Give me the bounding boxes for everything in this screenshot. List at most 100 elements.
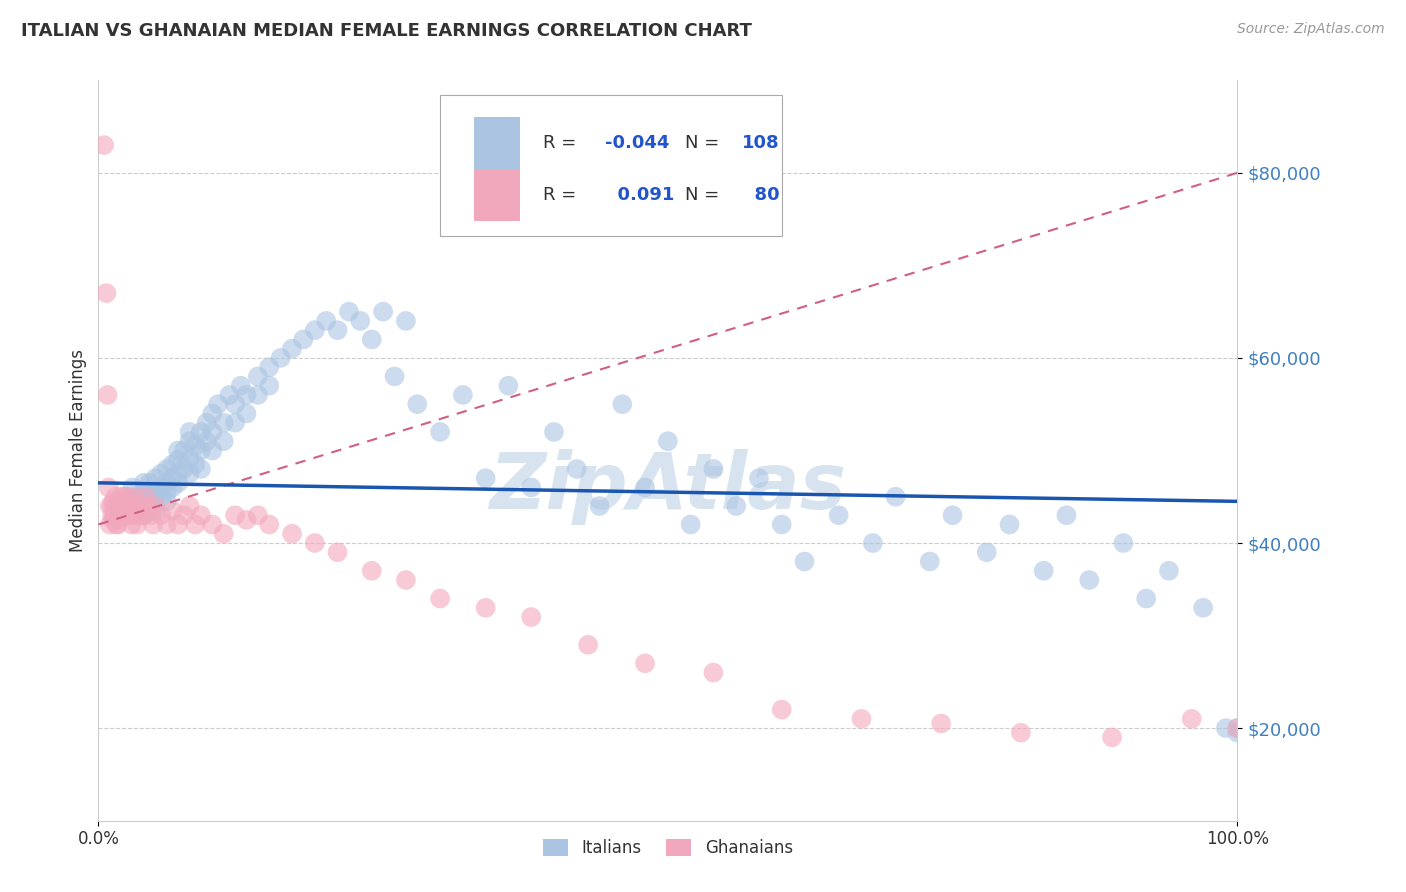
Point <box>108 513 131 527</box>
Point <box>1032 564 1054 578</box>
Point <box>429 591 451 606</box>
Point <box>201 425 224 439</box>
Point <box>565 462 588 476</box>
Point <box>110 490 132 504</box>
Point <box>93 138 115 153</box>
Point <box>115 490 138 504</box>
Point <box>184 517 207 532</box>
Point <box>360 333 382 347</box>
Point <box>132 508 155 523</box>
Point <box>138 490 160 504</box>
Point <box>110 508 132 523</box>
Point <box>588 499 610 513</box>
Point <box>576 638 599 652</box>
Point <box>127 499 149 513</box>
Point <box>142 517 165 532</box>
Point <box>212 526 235 541</box>
Point <box>97 480 120 494</box>
Point <box>224 508 246 523</box>
Point <box>156 462 179 476</box>
Text: -0.044: -0.044 <box>605 134 669 153</box>
Point <box>150 508 173 523</box>
Point <box>156 475 179 490</box>
Point <box>145 494 167 508</box>
Point <box>195 434 218 449</box>
Point <box>173 443 195 458</box>
Point <box>1078 573 1101 587</box>
Point <box>406 397 429 411</box>
Point <box>150 480 173 494</box>
Point <box>246 369 269 384</box>
Point <box>150 467 173 481</box>
Point <box>612 397 634 411</box>
Point <box>101 499 124 513</box>
Y-axis label: Median Female Earnings: Median Female Earnings <box>69 349 87 552</box>
Point <box>114 499 136 513</box>
Point <box>884 490 907 504</box>
Point <box>156 494 179 508</box>
Point <box>117 490 139 504</box>
Point <box>184 458 207 472</box>
Point <box>1135 591 1157 606</box>
Point <box>107 517 129 532</box>
Point <box>326 545 349 559</box>
Point <box>127 490 149 504</box>
Point <box>259 378 281 392</box>
Point <box>235 407 257 421</box>
Point <box>304 536 326 550</box>
Point <box>634 657 657 671</box>
Point <box>474 600 496 615</box>
FancyBboxPatch shape <box>440 95 782 235</box>
Point <box>145 471 167 485</box>
Point <box>103 494 125 508</box>
Point <box>281 526 304 541</box>
Point <box>235 513 257 527</box>
Point <box>118 499 141 513</box>
Point <box>862 536 884 550</box>
Point <box>201 407 224 421</box>
Point <box>96 286 118 301</box>
Point <box>725 499 748 513</box>
Point <box>105 517 128 532</box>
Point <box>135 490 157 504</box>
Point <box>259 360 281 375</box>
Point <box>229 378 252 392</box>
Point <box>498 378 520 392</box>
Point <box>1054 508 1078 523</box>
Point <box>167 467 190 481</box>
Point <box>179 434 201 449</box>
Point <box>117 508 139 523</box>
Point <box>173 462 195 476</box>
Text: ZipAtlas: ZipAtlas <box>489 450 846 525</box>
Point <box>111 499 134 513</box>
Point <box>259 517 281 532</box>
Point <box>929 716 952 731</box>
Point <box>474 471 496 485</box>
Point <box>190 508 212 523</box>
Point <box>98 517 121 532</box>
Point <box>184 439 207 453</box>
Point <box>162 458 184 472</box>
Point <box>1010 725 1032 739</box>
Point <box>132 499 155 513</box>
Point <box>1101 731 1123 745</box>
Point <box>145 499 167 513</box>
Point <box>125 503 148 517</box>
Point <box>246 508 269 523</box>
Point <box>101 508 124 523</box>
Text: N =: N = <box>685 134 725 153</box>
Point <box>115 499 138 513</box>
Point <box>121 494 143 508</box>
Text: 108: 108 <box>742 134 779 153</box>
Point <box>679 517 702 532</box>
Point <box>292 333 315 347</box>
Point <box>1226 721 1249 735</box>
Point <box>1192 600 1215 615</box>
Point <box>121 508 143 523</box>
Point <box>112 508 135 523</box>
Text: R =: R = <box>543 134 582 153</box>
Point <box>173 508 195 523</box>
Point <box>201 443 224 458</box>
Point <box>103 508 125 523</box>
Text: ITALIAN VS GHANAIAN MEDIAN FEMALE EARNINGS CORRELATION CHART: ITALIAN VS GHANAIAN MEDIAN FEMALE EARNIN… <box>21 22 752 40</box>
